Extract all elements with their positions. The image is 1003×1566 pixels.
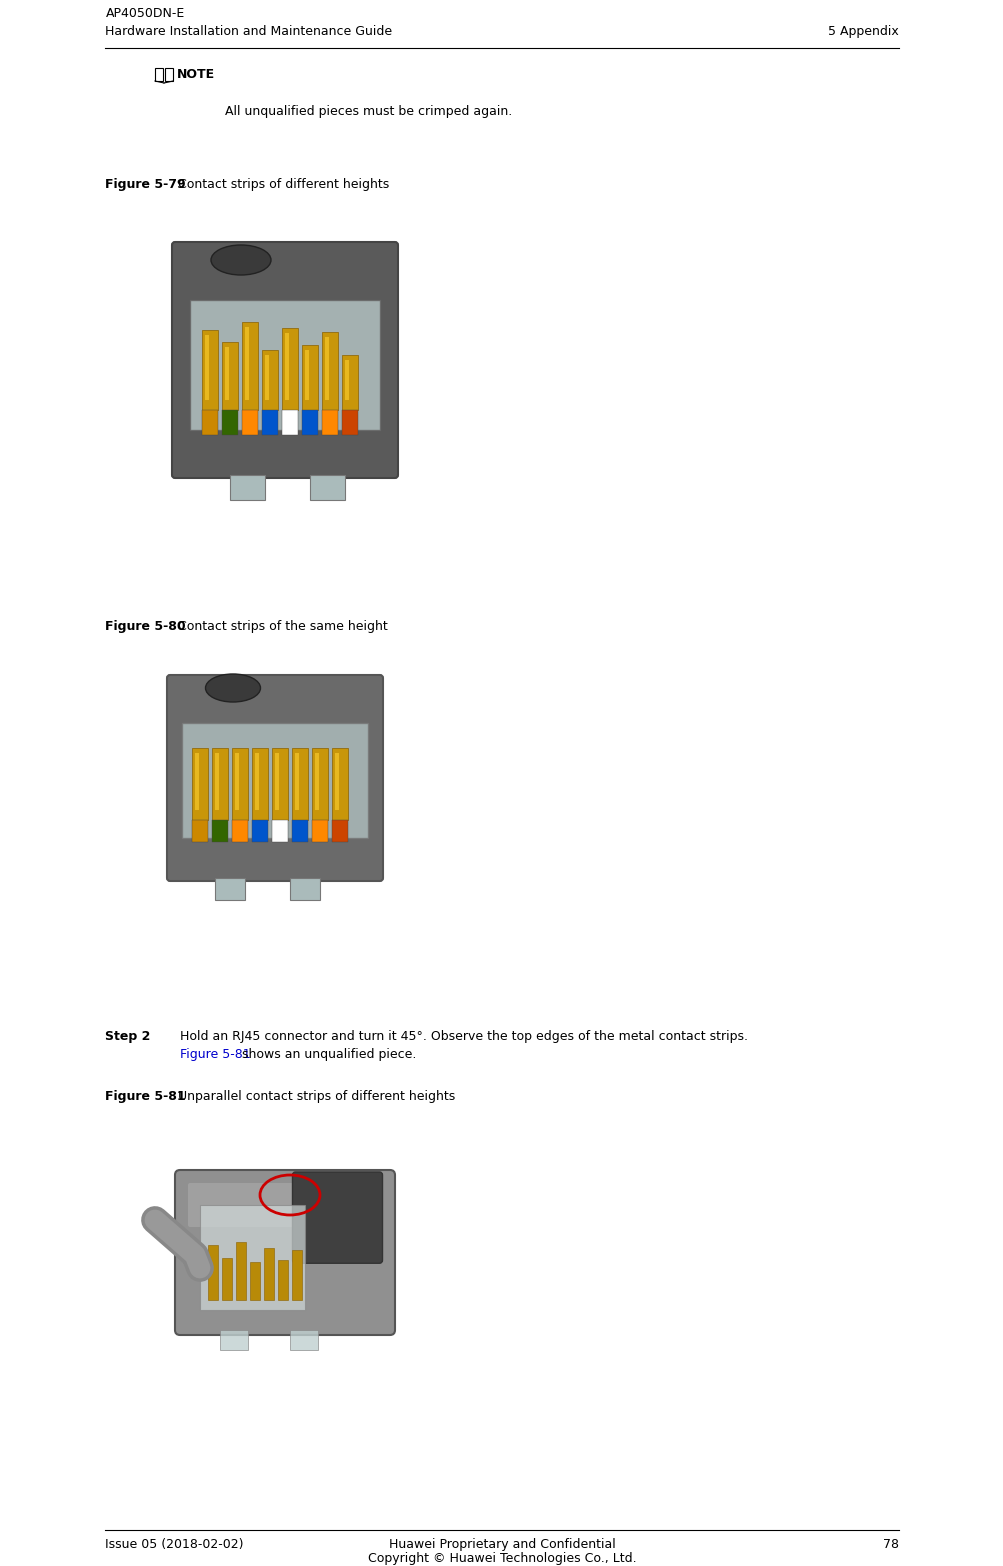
Bar bbox=[208, 1245, 218, 1300]
Bar bbox=[252, 749, 268, 821]
Bar bbox=[325, 337, 329, 399]
Bar bbox=[310, 474, 345, 500]
Bar bbox=[202, 410, 218, 435]
Bar bbox=[245, 327, 249, 399]
Bar bbox=[255, 753, 259, 810]
Bar bbox=[215, 753, 219, 810]
Text: Contact strips of the same height: Contact strips of the same height bbox=[179, 620, 388, 633]
Text: Hardware Installation and Maintenance Guide: Hardware Installation and Maintenance Gu… bbox=[105, 25, 392, 38]
Bar bbox=[222, 341, 238, 410]
Bar bbox=[230, 474, 265, 500]
Bar bbox=[264, 1248, 274, 1300]
Bar bbox=[164, 67, 173, 81]
Bar bbox=[312, 749, 328, 821]
Bar bbox=[290, 879, 320, 900]
Bar bbox=[265, 355, 269, 399]
FancyBboxPatch shape bbox=[200, 1204, 305, 1311]
Bar bbox=[236, 1242, 246, 1300]
Text: All unqualified pieces must be crimped again.: All unqualified pieces must be crimped a… bbox=[225, 105, 512, 117]
Bar bbox=[225, 348, 229, 399]
Text: Figure 5-81: Figure 5-81 bbox=[180, 1048, 251, 1062]
Bar bbox=[335, 753, 339, 810]
Text: AP4050DN-E: AP4050DN-E bbox=[105, 6, 185, 20]
FancyBboxPatch shape bbox=[292, 1171, 382, 1264]
Bar bbox=[302, 410, 318, 435]
Bar bbox=[232, 821, 248, 843]
Bar bbox=[202, 330, 218, 410]
Text: Hold an RJ45 connector and turn it 45°. Observe the top edges of the metal conta: Hold an RJ45 connector and turn it 45°. … bbox=[180, 1030, 747, 1043]
Text: Unparallel contact strips of different heights: Unparallel contact strips of different h… bbox=[179, 1090, 455, 1102]
Text: Figure 5-79: Figure 5-79 bbox=[105, 179, 191, 191]
Bar bbox=[222, 1257, 232, 1300]
Bar bbox=[272, 821, 288, 843]
Bar bbox=[215, 879, 245, 900]
Bar bbox=[322, 332, 338, 410]
Bar bbox=[205, 335, 209, 399]
Bar bbox=[242, 410, 258, 435]
FancyBboxPatch shape bbox=[182, 723, 368, 838]
Bar bbox=[305, 349, 309, 399]
Text: Huawei Proprietary and Confidential: Huawei Proprietary and Confidential bbox=[388, 1538, 615, 1550]
Bar bbox=[154, 648, 444, 958]
FancyBboxPatch shape bbox=[166, 675, 382, 882]
Bar bbox=[232, 749, 248, 821]
Ellipse shape bbox=[206, 673, 260, 702]
Bar bbox=[154, 1115, 449, 1466]
Bar bbox=[275, 753, 279, 810]
Bar bbox=[322, 410, 338, 435]
Bar bbox=[345, 360, 349, 399]
Bar bbox=[292, 1250, 302, 1300]
Bar bbox=[342, 355, 358, 410]
Bar bbox=[282, 410, 298, 435]
Bar bbox=[272, 749, 288, 821]
FancyBboxPatch shape bbox=[175, 1170, 394, 1334]
FancyBboxPatch shape bbox=[188, 1182, 381, 1228]
Bar bbox=[222, 410, 238, 435]
Bar bbox=[220, 1330, 248, 1350]
Bar bbox=[262, 349, 278, 410]
Bar bbox=[290, 1330, 318, 1350]
Bar bbox=[195, 753, 199, 810]
FancyBboxPatch shape bbox=[190, 301, 379, 431]
Bar bbox=[312, 821, 328, 843]
FancyBboxPatch shape bbox=[172, 243, 397, 478]
Bar bbox=[192, 821, 208, 843]
Bar bbox=[332, 749, 348, 821]
Bar bbox=[235, 753, 239, 810]
Text: 5 Appendix: 5 Appendix bbox=[827, 25, 898, 38]
Bar bbox=[252, 821, 268, 843]
Bar bbox=[332, 821, 348, 843]
Bar bbox=[295, 753, 299, 810]
Text: Figure 5-80: Figure 5-80 bbox=[105, 620, 191, 633]
Bar bbox=[212, 821, 228, 843]
Bar bbox=[250, 1262, 260, 1300]
Text: Step 2: Step 2 bbox=[105, 1030, 150, 1043]
Bar bbox=[278, 1261, 288, 1300]
Bar bbox=[292, 749, 308, 821]
Bar bbox=[342, 410, 358, 435]
Bar bbox=[154, 67, 162, 81]
Bar bbox=[315, 753, 319, 810]
Text: Issue 05 (2018-02-02): Issue 05 (2018-02-02) bbox=[105, 1538, 244, 1550]
Bar bbox=[242, 323, 258, 410]
Bar bbox=[212, 749, 228, 821]
Text: shows an unqualified piece.: shows an unqualified piece. bbox=[238, 1048, 416, 1062]
Bar bbox=[292, 821, 308, 843]
Text: 78: 78 bbox=[882, 1538, 898, 1550]
Text: Contact strips of different heights: Contact strips of different heights bbox=[179, 179, 389, 191]
Text: Copyright © Huawei Technologies Co., Ltd.: Copyright © Huawei Technologies Co., Ltd… bbox=[367, 1552, 636, 1564]
Bar bbox=[302, 345, 318, 410]
Text: NOTE: NOTE bbox=[177, 67, 215, 81]
Text: Figure 5-81: Figure 5-81 bbox=[105, 1090, 191, 1102]
Bar bbox=[285, 334, 289, 399]
Bar bbox=[282, 327, 298, 410]
Bar bbox=[154, 205, 444, 554]
Ellipse shape bbox=[211, 244, 271, 276]
Bar bbox=[192, 749, 208, 821]
Bar bbox=[262, 410, 278, 435]
